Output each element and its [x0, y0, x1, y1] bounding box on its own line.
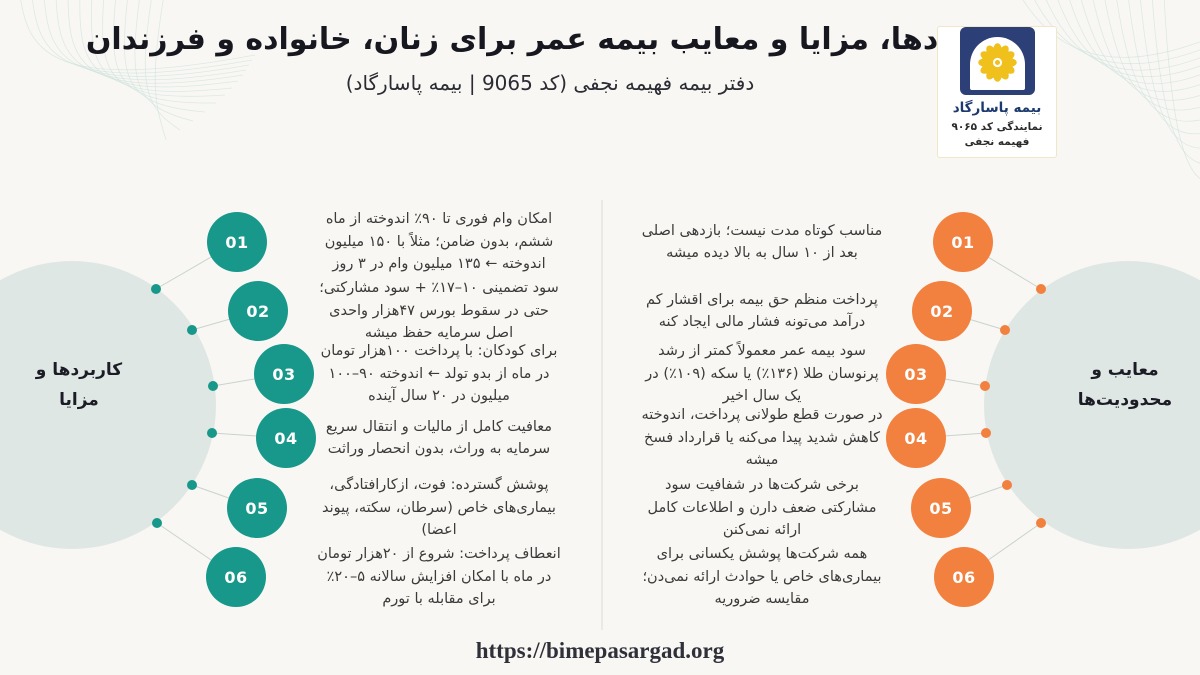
benefit-5-number-text: 05 [245, 498, 269, 518]
benefit-2-number-text: 02 [246, 301, 270, 321]
benefit-3-number: 03 [254, 344, 314, 404]
drawback-1-text: مناسب کوتاه مدت نیست؛ بازدهی اصلی بعد از… [641, 222, 883, 261]
drawback-3-text: سود بیمه عمر معمولاً کمتر از رشد پرنوسان… [645, 343, 879, 405]
drawback-4-text: در صورت قطع طولانی پرداخت، اندوخته کاهش … [641, 407, 883, 469]
drawbacks-label-line2: محدودیت‌ها [1077, 389, 1173, 410]
benefit-2-number: 02 [228, 281, 288, 341]
drawback-5-text: برخی شرکت‌ها در شفافیت سود مشارکتی ضعف د… [647, 477, 877, 539]
pasargad-emblem [959, 27, 1035, 95]
benefit-1-number-text: 01 [225, 232, 249, 252]
drawback-5-number: 05 [911, 478, 971, 538]
drawback-3-number: 03 [886, 344, 946, 404]
pasargad-logo-card: بیمه پاسارگاد نمایندگی کد ۹۰۶۵ فهیمه نجف… [937, 26, 1057, 158]
sunflower-icon [977, 43, 1017, 82]
header: کاربردها، مزایا و معایب بیمه عمر برای زن… [40, 20, 1060, 95]
benefit-3-number-text: 03 [272, 364, 296, 384]
benefits-label-line1: کاربردها و [35, 360, 123, 380]
drawback-6-number: 06 [934, 547, 994, 607]
drawback-1-number-text: 01 [951, 232, 975, 252]
drawback-2-text: پرداخت منظم حق بیمه برای اقشار کم درآمد … [646, 291, 878, 330]
benefit-6-text: انعطاف پرداخت: شروع از ۲۰هزار تومان در م… [317, 546, 561, 608]
benefit-3-text: برای کودکان: با پرداخت ۱۰۰هزار تومان در … [320, 343, 558, 405]
benefit-4-number-text: 04 [274, 428, 298, 448]
logo-agency-code: نمایندگی کد ۹۰۶۵ [951, 121, 1043, 133]
benefit-6-number-text: 06 [224, 567, 248, 587]
benefit-5-number: 05 [227, 478, 287, 538]
drawback-2-number: 02 [912, 281, 972, 341]
page-subtitle: دفتر بیمه فهیمه نجفی (کد 9065 | بیمه پاس… [345, 70, 755, 95]
drawback-4-number: 04 [886, 408, 946, 468]
drawbacks-hub-circle [984, 261, 1200, 549]
drawbacks-label-line1: معایب و [1091, 360, 1159, 380]
benefit-4-text: معافیت کامل از مالیات و انتقال سریع سرما… [325, 418, 553, 457]
benefit-5-text: پوشش گسترده: فوت، ازکارافتادگی، بیماری‌ه… [322, 477, 556, 539]
drawback-5-number-text: 05 [929, 498, 953, 518]
benefit-2-text: سود تضمینی ۱۰–۱۷٪ + سود مشارکتی؛ حتی در … [319, 280, 559, 342]
arch-shape [969, 37, 1025, 90]
drawback-2-number-text: 02 [930, 301, 954, 321]
logo-agent-name: فهیمه نجفی [964, 136, 1030, 148]
drawbacks-group-label: معایب و محدودیت‌ها [1050, 356, 1200, 416]
benefit-1-number: 01 [207, 212, 267, 272]
drawback-6-text: همه شرکت‌ها پوشش یکسانی برای بیماری‌های … [642, 546, 882, 608]
benefits-group-label: کاربردها و مزایا [4, 356, 154, 416]
benefit-4-number: 04 [256, 408, 316, 468]
logo-brand-text: بیمه پاسارگاد [952, 100, 1042, 116]
benefit-6-number: 06 [206, 547, 266, 607]
benefits-label-line2: مزایا [59, 389, 99, 410]
drawback-4-number-text: 04 [904, 428, 928, 448]
drawback-1-number: 01 [933, 212, 993, 272]
benefit-1-text: امکان وام فوری تا ۹۰٪ اندوخته از ماه ششم… [324, 211, 554, 273]
drawback-6-number-text: 06 [952, 567, 976, 587]
website-url: https://bimepasargad.org [475, 638, 725, 663]
page-title: کاربردها، مزایا و معایب بیمه عمر برای زن… [85, 22, 1015, 57]
drawback-3-number-text: 03 [904, 364, 928, 384]
